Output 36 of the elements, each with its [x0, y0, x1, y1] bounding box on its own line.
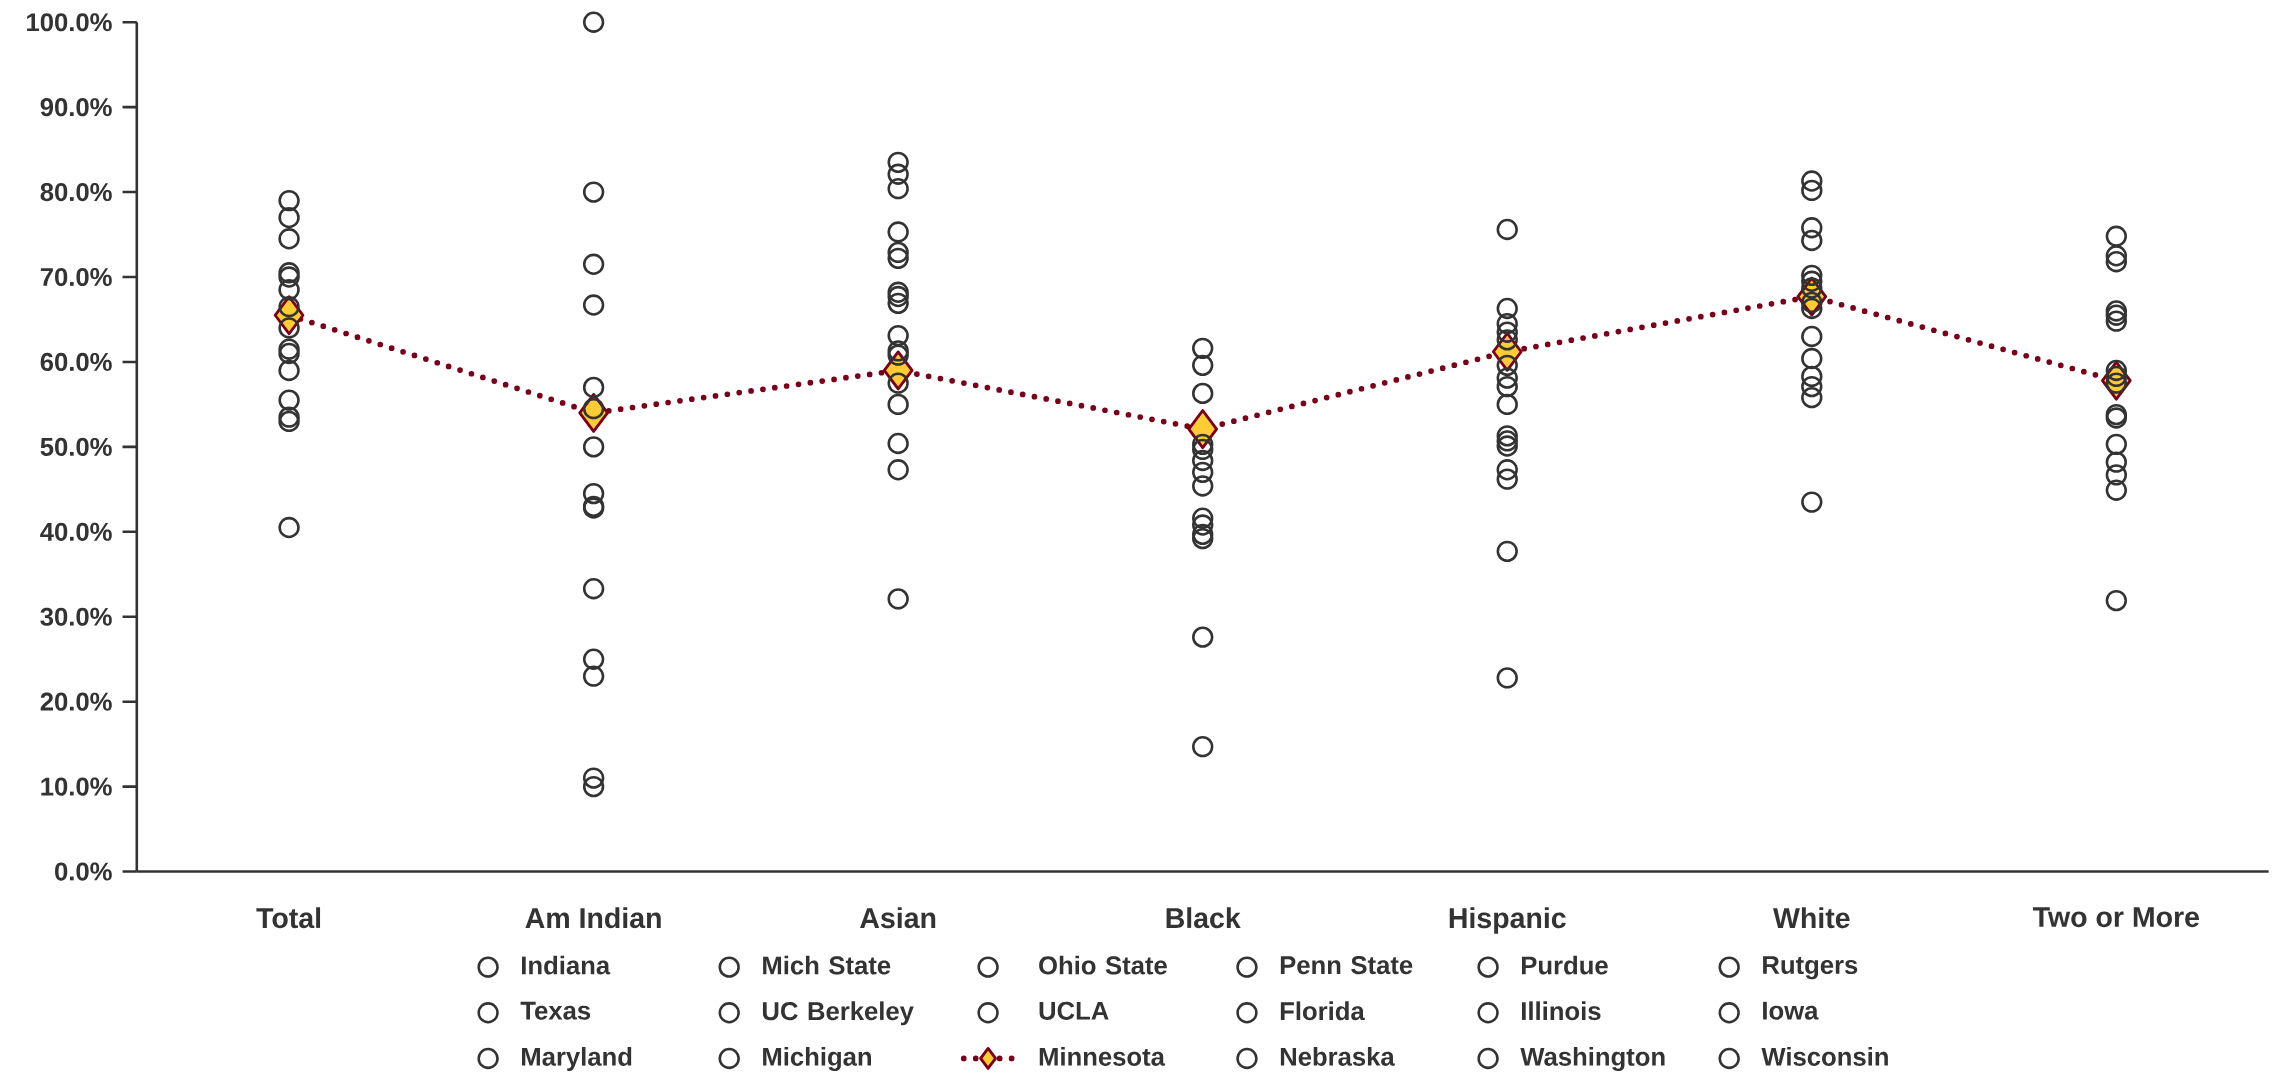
legend-label: Iowa — [1763, 1001, 1819, 1020]
x-tick-label: Hispanic — [1449, 907, 1566, 934]
y-tick-label: 10.0% — [41, 777, 112, 796]
legend-label: Texas — [520, 1001, 591, 1020]
legend-label: Wisconsin — [1761, 1046, 1888, 1066]
y-tick-label: 90.0% — [40, 97, 112, 117]
x-tick-label: Two or More — [2032, 907, 2200, 927]
x-tick-label: Total — [256, 907, 321, 929]
legend-label: Purdue — [1521, 955, 1608, 975]
legend-label: UC Berkeley — [762, 1001, 914, 1026]
legend-label: Nebraska — [1280, 1046, 1395, 1066]
legend-label: Indiana — [522, 955, 611, 975]
legend-label: Michigan — [763, 1046, 871, 1071]
y-tick-label: 100.0% — [27, 12, 112, 32]
y-tick-label: 60.0% — [40, 352, 112, 371]
y-tick-label: 0.0% — [55, 862, 112, 881]
x-tick-label: White — [1773, 907, 1850, 929]
legend-label: Illinois — [1521, 1001, 1601, 1021]
legend-label: Florida — [1280, 1001, 1365, 1021]
y-tick-label: 30.0% — [40, 607, 112, 626]
legend-label: Rutgers — [1763, 956, 1858, 980]
legend-label: Penn State — [1280, 955, 1413, 975]
x-tick-label: Am Indian — [525, 907, 661, 929]
y-tick-label: 50.0% — [40, 437, 112, 456]
legend-label: Maryland — [522, 1046, 632, 1071]
legend-label: Ohio State — [1039, 955, 1167, 975]
legend-label: Washington — [1520, 1046, 1665, 1071]
y-tick-label: 40.0% — [40, 522, 112, 541]
legend-label: Mich State — [763, 955, 891, 975]
legend-label: UCLA — [1039, 1001, 1109, 1020]
x-tick-label: Asian — [860, 907, 936, 929]
y-tick-label: 80.0% — [40, 182, 112, 202]
y-tick-label: 70.0% — [40, 267, 112, 286]
x-tick-label: Black — [1166, 907, 1241, 929]
legend-label: Minnesota — [1039, 1046, 1166, 1066]
y-tick-label: 20.0% — [40, 692, 112, 711]
